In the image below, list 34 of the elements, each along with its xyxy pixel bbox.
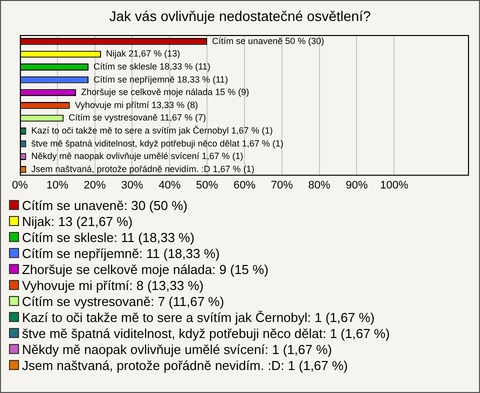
x-tick-label: 70% [270,179,294,192]
text: Cítím se sklesle: 11 (18,33 %) [22,230,194,244]
text: Nijak: 13 (21,67 %) [22,214,133,228]
text: Vyhovuje mi přítmí: 8 (13,33 %) [22,278,204,292]
category-label: Vyhovuje mi přítmí 13,33 % (8) [74,100,198,110]
category-label: Kazí to oči takže mě to sere a svítím jak Černobyl 1,67 % (1) [31,125,273,136]
x-tick-label: 100% [380,179,408,192]
category-label: Jsem naštvaná, protože pořádně nevidím. :D 1,67 % (1) [31,164,254,174]
chart-title: Jak vás ovlivňuje nedostatečné osvětlení? [108,8,372,26]
category-label: Někdy mě naopak ovlivňuje umělé svícení 1,67 % (1) [31,151,244,162]
category-label: Cítím se unaveně 50 % (30) [212,36,324,46]
x-tick-label: 60% [233,179,256,192]
x-tick-label: 50% [196,179,218,192]
category-label: štve mě špatná viditelnost, když potřebuji něco dělat 1,67 % (1) [31,138,284,148]
category-label: Nijak 21,67 % (13) [106,48,180,59]
text: Zhoršuje se celkově moje nálada: 9 (15 %) [22,262,268,276]
text: Cítím se nepříjemně: 11 (18,33 %) [22,246,220,260]
text: Cítím se vystresovaně: 7 (11,67 %) [22,294,224,308]
category-label: Zhoršuje se celkově moje nálada 15 % (9) [81,87,250,98]
text: Cítím se unaveně: 30 (50 %) [22,198,188,212]
text: Kazí to oči takže mě to sere a svítím jak Černobyl: 1 (1,67 %) [22,310,375,324]
category-label: Cítím se sklesle 18,33 % (11) [94,61,210,72]
x-tick-label: 20% [84,179,106,192]
x-tick-label: 40% [158,179,181,192]
x-tick-label: 30% [121,179,144,192]
text: štve mě špatná viditelnost, když potřebuji něco dělat: 1 (1,67 %) [22,326,390,340]
x-tick-label: 0% [12,179,28,192]
x-tick-label: 10% [46,179,69,192]
x-tick-label: 90% [346,179,368,192]
category-label: Cítím se nepříjemně 18,33 % (11) [94,74,228,84]
x-tick-label: 80% [308,179,331,192]
category-label: Cítím se vystresovaně 11,67 % (7) [68,112,206,123]
text: Někdy mě naopak ovlivňuje umělé svícení: 1 (1,67 %) [22,342,332,356]
text: Jsem naštvaná, protože pořádně nevidím. :D: 1 (1,67 %) [22,358,348,372]
